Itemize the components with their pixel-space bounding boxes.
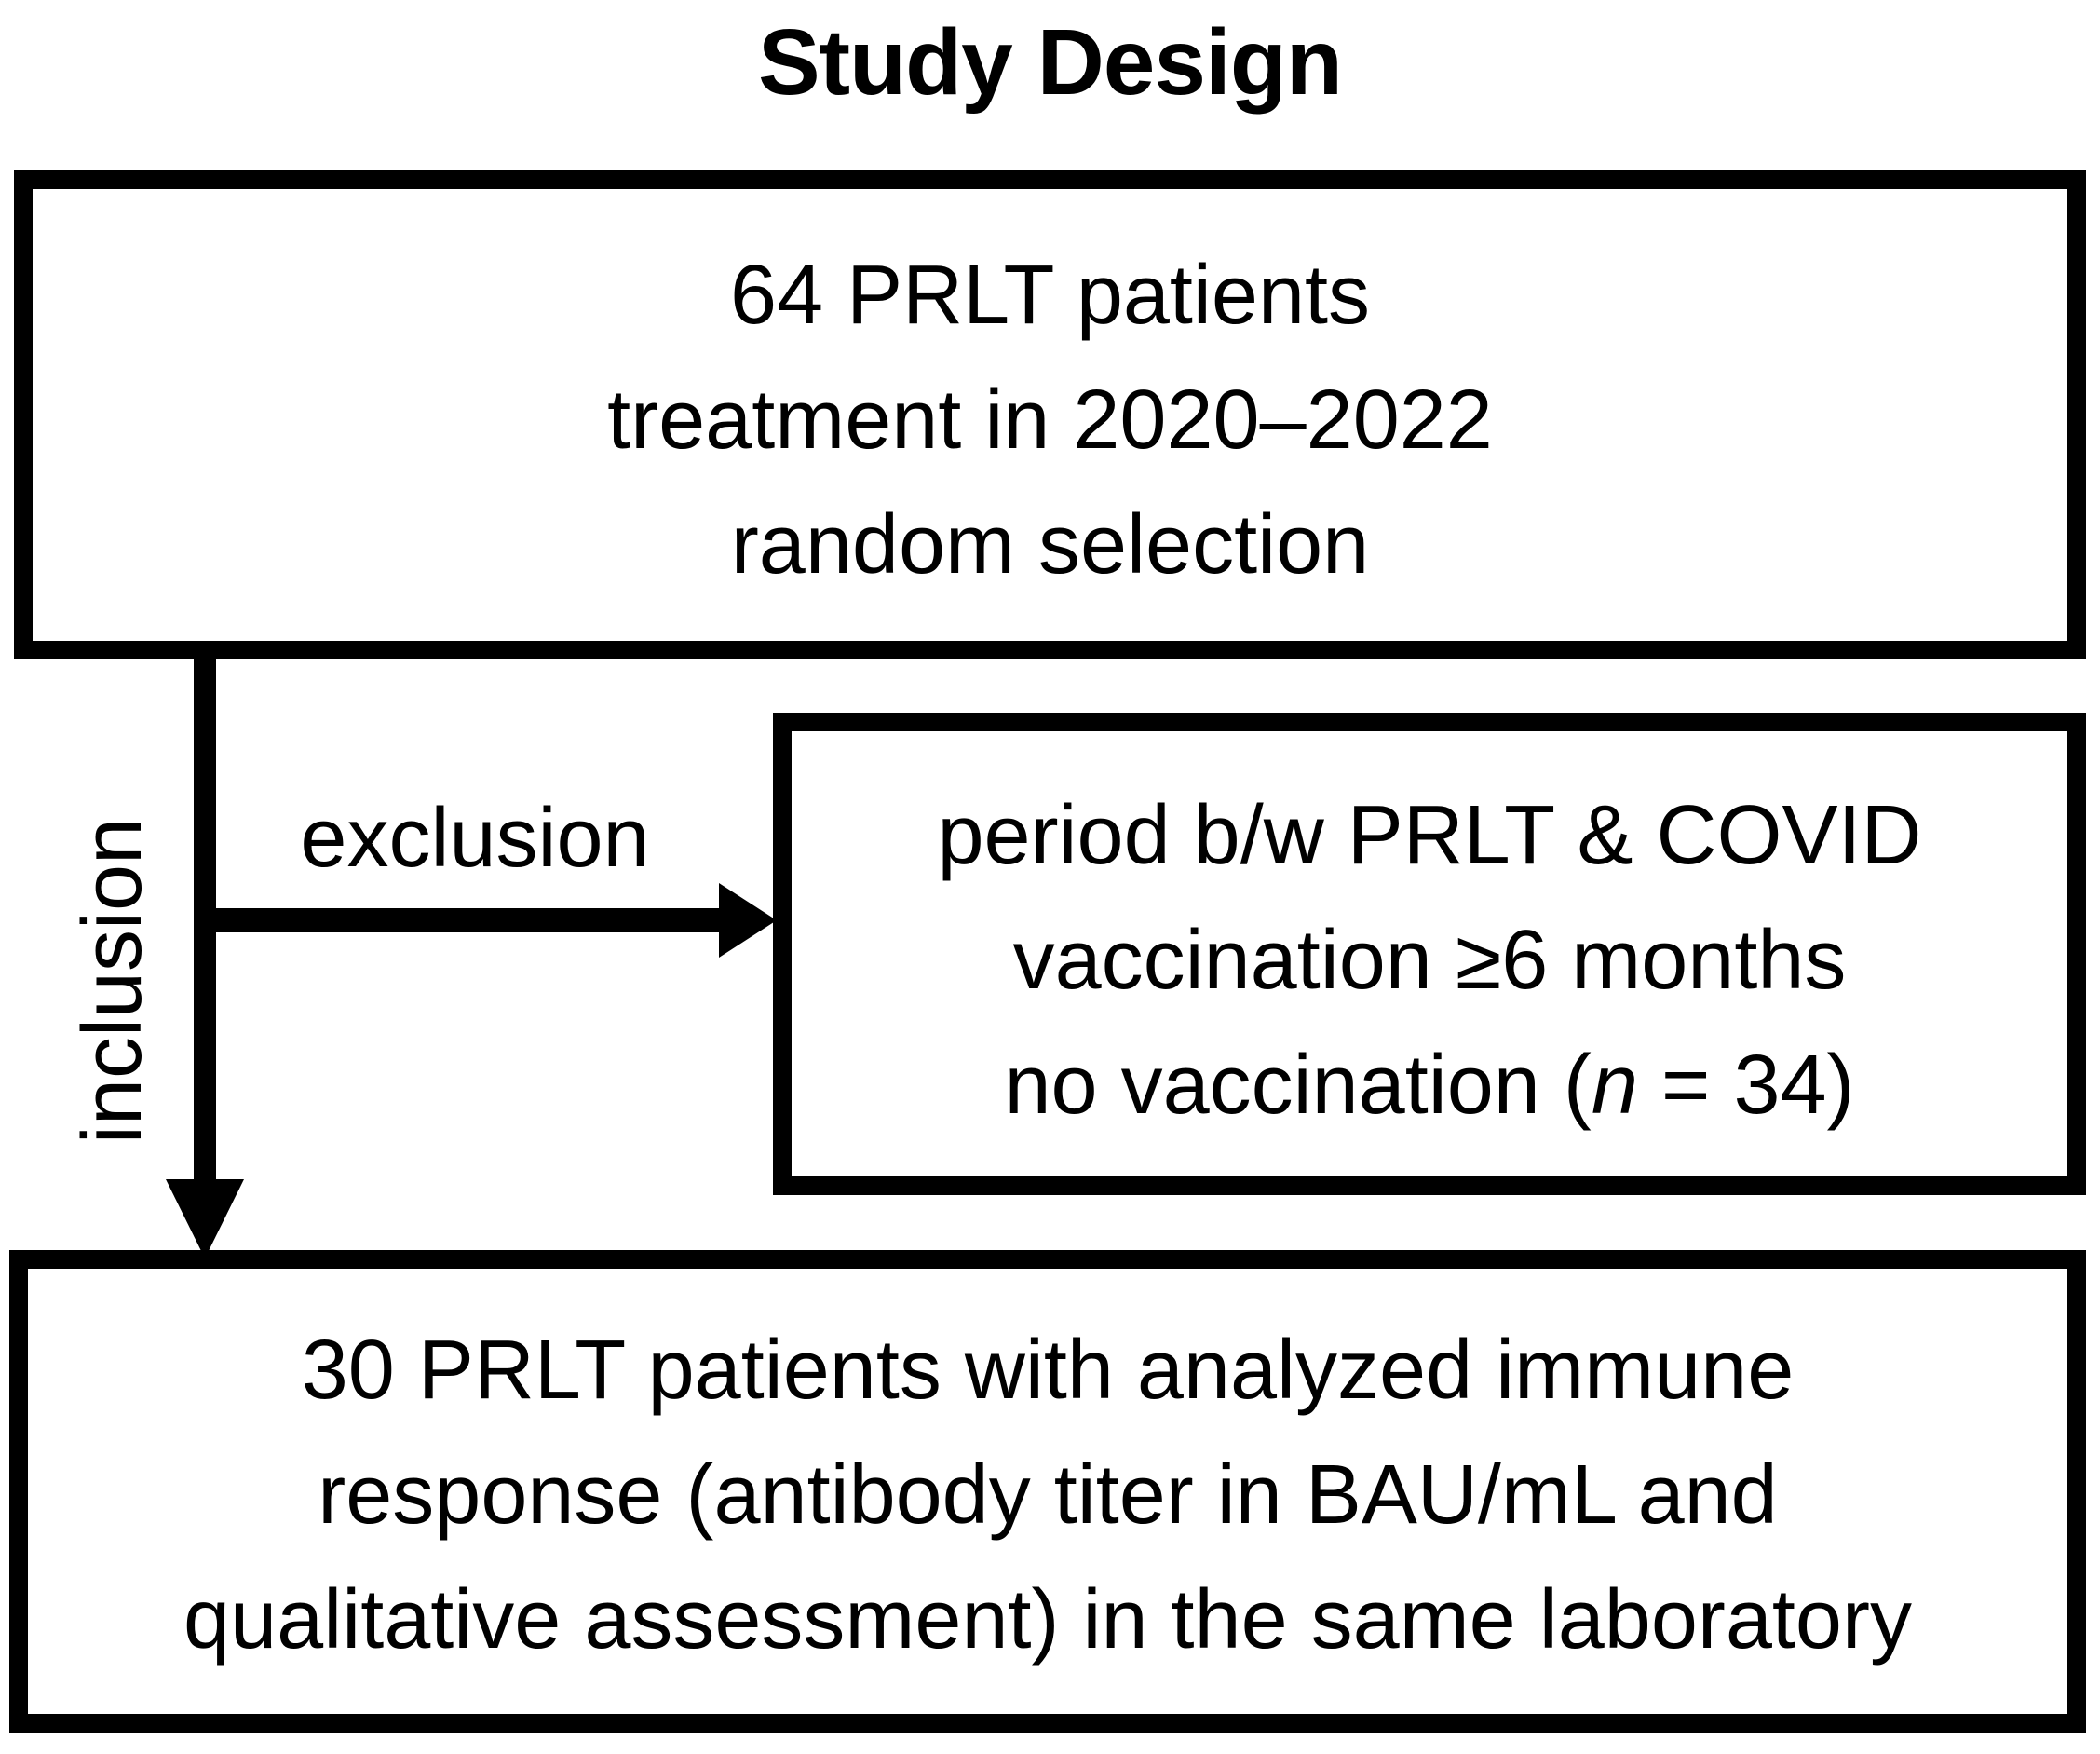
exclusion-arrow-line [205, 908, 719, 932]
exclusion-label: exclusion [300, 792, 650, 885]
exclusion-box-line-1: period b/w PRLT & COVID [937, 789, 1922, 882]
inclusion-arrowhead-icon [166, 1179, 244, 1258]
top-box-cohort: 64 PRLT patients treatment in 2020–2022 … [14, 170, 2086, 659]
bottom-box-line-1: 30 PRLT patients with analyzed immune [301, 1324, 1795, 1417]
page-title: Study Design [758, 10, 1343, 115]
exclusion-box-line-3-suffix: = 34) [1637, 1039, 1855, 1132]
exclusion-box-line-3-prefix: no vaccination ( [1004, 1039, 1592, 1132]
inclusion-label: inclusion [66, 817, 159, 1145]
top-box-line-1: 64 PRLT patients [729, 248, 1371, 342]
top-box-line-2: treatment in 2020–2022 [607, 373, 1493, 467]
bottom-box-line-2: response (antibody titer in BAU/mL and [318, 1448, 1778, 1542]
exclusion-box-line-3-n: n [1591, 1039, 1638, 1132]
exclusion-box-line-2: vaccination ≥6 months [1012, 914, 1847, 1007]
exclusion-box-line-3: no vaccination (n = 34) [1004, 1023, 1854, 1148]
bottom-box-line-3: qualitative assessment) in the same labo… [183, 1573, 1912, 1666]
top-box-line-3: random selection [730, 497, 1370, 591]
exclusion-box: period b/w PRLT & COVID vaccination ≥6 m… [773, 713, 2086, 1195]
exclusion-arrowhead-icon [719, 883, 777, 958]
bottom-box-included-cohort: 30 PRLT patients with analyzed immune re… [9, 1250, 2086, 1733]
